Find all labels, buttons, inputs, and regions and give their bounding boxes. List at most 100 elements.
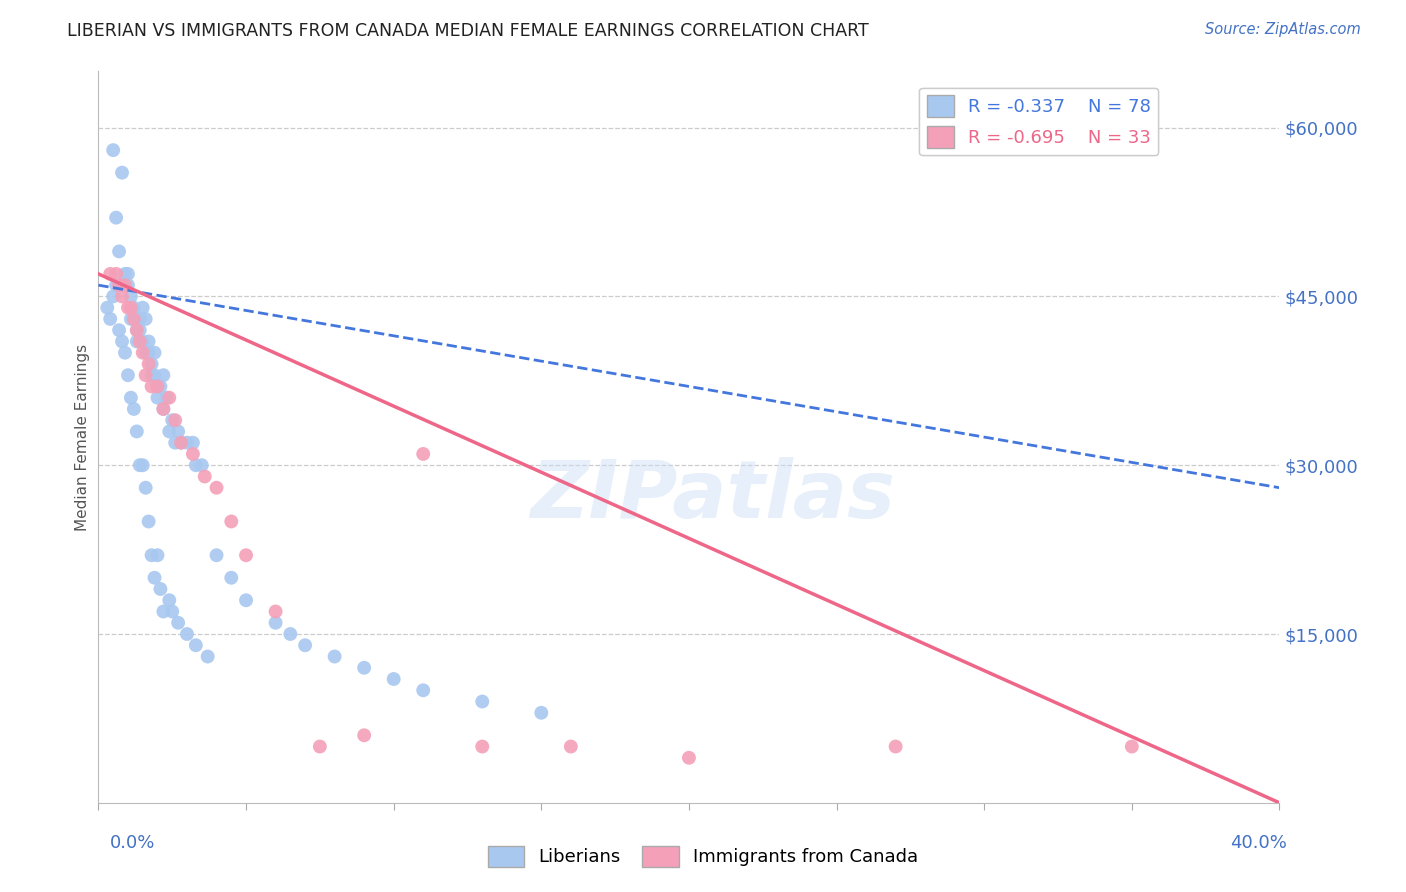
Point: [167, 425, 190, 439]
Point: [181, 447, 204, 461]
Point: [120, 301, 142, 315]
Point: [176, 627, 198, 641]
Point: [170, 435, 193, 450]
Text: 40.0%: 40.0%: [1230, 834, 1286, 852]
Point: [98, 267, 121, 281]
Legend: R = -0.337    N = 78, R = -0.695    N = 33: R = -0.337 N = 78, R = -0.695 N = 33: [920, 87, 1159, 155]
Point: [184, 458, 207, 473]
Point: [141, 379, 163, 393]
Y-axis label: Median Female Earnings: Median Female Earnings: [75, 343, 90, 531]
Point: [170, 435, 193, 450]
Point: [149, 582, 172, 596]
Point: [135, 368, 157, 383]
Point: [264, 605, 287, 619]
Point: [530, 706, 553, 720]
Point: [323, 649, 346, 664]
Point: [884, 739, 907, 754]
Point: [162, 605, 183, 619]
Point: [135, 312, 157, 326]
Point: [471, 694, 494, 708]
Point: [132, 334, 155, 349]
Point: [114, 278, 136, 293]
Text: Source: ZipAtlas.com: Source: ZipAtlas.com: [1205, 22, 1361, 37]
Point: [138, 345, 160, 359]
Point: [120, 312, 142, 326]
Point: [471, 739, 494, 754]
Point: [111, 166, 134, 180]
Point: [157, 425, 180, 439]
Point: [191, 458, 214, 473]
Point: [152, 401, 174, 416]
Point: [167, 615, 190, 630]
Point: [122, 312, 145, 326]
Point: [128, 458, 150, 473]
Point: [120, 391, 142, 405]
Point: [181, 435, 204, 450]
Point: [412, 447, 434, 461]
Point: [353, 728, 375, 742]
Point: [108, 244, 131, 259]
Point: [197, 649, 219, 664]
Legend: Liberians, Immigrants from Canada: Liberians, Immigrants from Canada: [481, 838, 925, 874]
Point: [122, 312, 145, 326]
Point: [141, 368, 163, 383]
Point: [155, 391, 177, 405]
Point: [125, 425, 148, 439]
Point: [221, 515, 243, 529]
Point: [105, 211, 128, 225]
Point: [138, 357, 160, 371]
Text: LIBERIAN VS IMMIGRANTS FROM CANADA MEDIAN FEMALE EARNINGS CORRELATION CHART: LIBERIAN VS IMMIGRANTS FROM CANADA MEDIA…: [67, 22, 869, 40]
Point: [125, 334, 148, 349]
Point: [138, 515, 160, 529]
Point: [122, 301, 145, 315]
Point: [111, 334, 134, 349]
Point: [157, 391, 180, 405]
Point: [152, 605, 174, 619]
Point: [678, 751, 700, 765]
Point: [146, 548, 169, 562]
Point: [235, 548, 257, 562]
Point: [162, 413, 183, 427]
Point: [132, 301, 155, 315]
Point: [560, 739, 582, 754]
Point: [221, 571, 243, 585]
Point: [294, 638, 316, 652]
Point: [205, 548, 228, 562]
Point: [132, 345, 155, 359]
Point: [141, 357, 163, 371]
Text: ZIPatlas: ZIPatlas: [530, 457, 896, 534]
Point: [309, 739, 332, 754]
Point: [146, 379, 169, 393]
Point: [143, 345, 166, 359]
Point: [103, 143, 125, 157]
Point: [176, 435, 198, 450]
Point: [114, 345, 136, 359]
Point: [138, 334, 160, 349]
Point: [143, 368, 166, 383]
Point: [141, 548, 163, 562]
Point: [111, 289, 134, 303]
Text: 0.0%: 0.0%: [110, 834, 155, 852]
Point: [264, 615, 287, 630]
Point: [103, 289, 125, 303]
Point: [382, 672, 405, 686]
Point: [135, 481, 157, 495]
Point: [149, 379, 172, 393]
Point: [184, 638, 207, 652]
Point: [132, 458, 155, 473]
Point: [122, 401, 145, 416]
Point: [117, 267, 139, 281]
Point: [135, 345, 157, 359]
Point: [128, 323, 150, 337]
Point: [96, 301, 118, 315]
Point: [125, 323, 148, 337]
Point: [143, 571, 166, 585]
Point: [1121, 739, 1143, 754]
Point: [114, 267, 136, 281]
Point: [125, 323, 148, 337]
Point: [117, 368, 139, 383]
Point: [235, 593, 257, 607]
Point: [108, 278, 131, 293]
Point: [165, 413, 187, 427]
Point: [128, 312, 150, 326]
